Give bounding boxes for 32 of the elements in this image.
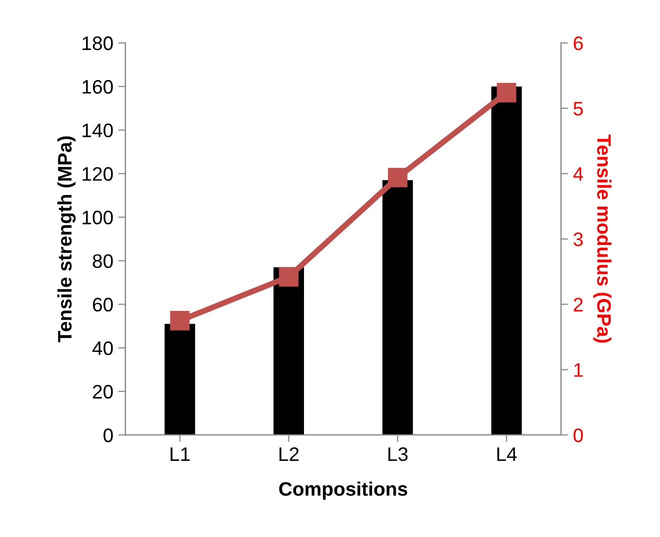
y-tick-label: 40 — [92, 341, 113, 356]
bar — [491, 86, 522, 435]
y-tick-label: 0 — [104, 428, 113, 442]
y2-tick-label: 4 — [573, 167, 584, 181]
y-tick-label: 100 — [82, 210, 113, 224]
point — [170, 310, 190, 330]
y2-tick-label: 3 — [574, 232, 583, 246]
y2-axis-title: Tensile modulus (GPa) — [593, 134, 612, 343]
y-tick-label: 120 — [82, 167, 113, 181]
y-tick-label: 20 — [92, 384, 113, 399]
y2-tick-label: 2 — [574, 298, 583, 312]
x-tick-label: L2 — [280, 447, 299, 461]
x-tick-label: L3 — [388, 447, 408, 462]
y-tick-label: 140 — [82, 124, 113, 138]
y2-tick-label: 6 — [574, 36, 583, 50]
x-tick-label: L1 — [170, 447, 190, 461]
bar — [274, 267, 304, 435]
y-tick-label: 180 — [82, 36, 113, 50]
point — [388, 168, 408, 188]
x-tick-label: L4 — [497, 447, 517, 461]
bar — [382, 180, 413, 435]
y2-tick-label: 5 — [574, 102, 583, 116]
point — [496, 82, 516, 102]
y2-tick-label: 0 — [574, 428, 583, 442]
y-axis-title: Tensile strength (MPa) — [57, 136, 76, 342]
y-tick-label: 80 — [92, 254, 113, 268]
x-axis-title: Compositions — [279, 482, 408, 500]
point — [279, 267, 298, 287]
y-tick-label: 60 — [92, 298, 113, 312]
y2-tick-label: 1 — [574, 363, 583, 377]
bar — [164, 324, 196, 435]
y-tick-label: 160 — [82, 80, 113, 94]
